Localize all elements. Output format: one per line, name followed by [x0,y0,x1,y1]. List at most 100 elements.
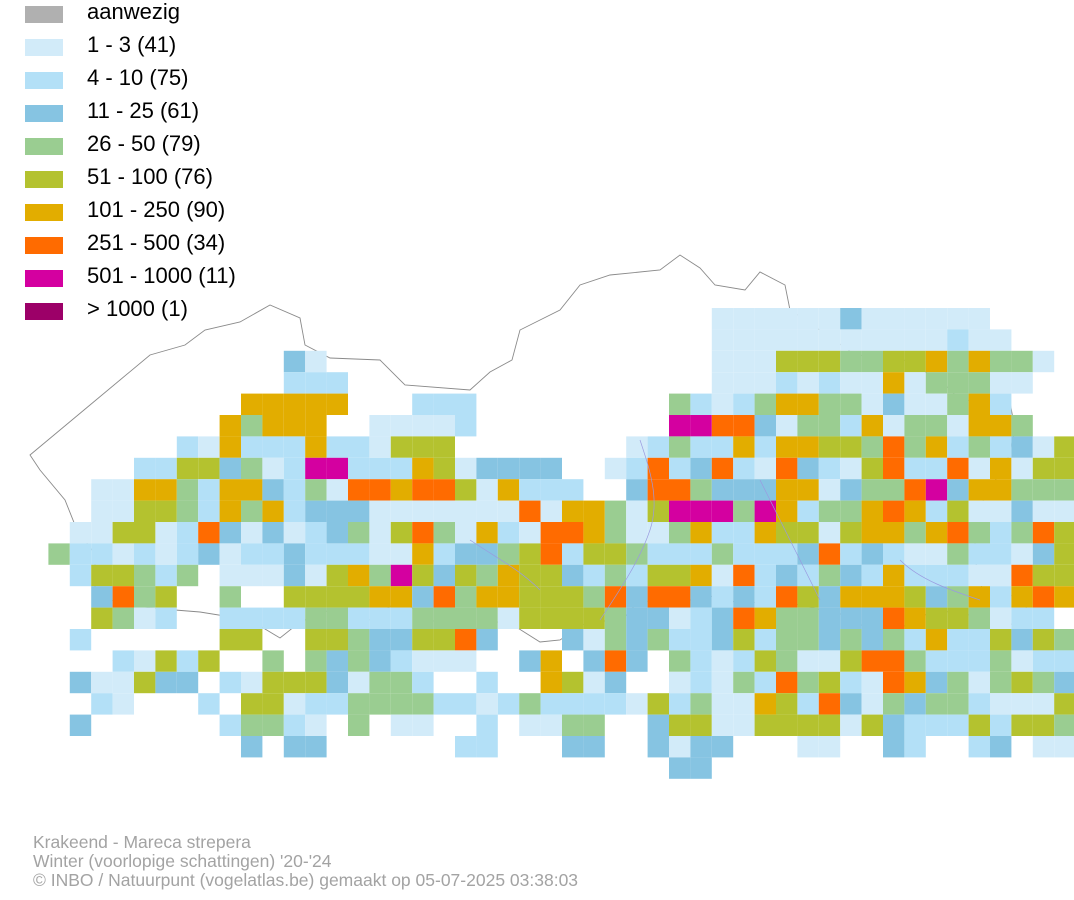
grid-cell [669,543,691,565]
grid-cell [626,564,648,587]
grid-cell [412,693,434,715]
grid-cell [283,350,306,373]
grid-cell [626,436,648,458]
grid-cell [925,714,948,736]
grid-cell [883,372,905,394]
grid-cell [219,522,241,544]
grid-cell [947,650,969,672]
grid-cell [968,479,990,501]
grid-cell [968,500,990,522]
grid-cell [176,543,199,565]
grid-cell [968,372,990,394]
grid-cell [904,522,926,544]
grid-cell [455,650,477,672]
grid-cell [497,586,520,608]
grid-cell [562,607,584,629]
grid-cell [604,522,627,544]
grid-cell [326,522,348,544]
grid-cell [283,564,306,587]
grid-cell [754,564,776,587]
grid-cell [1054,500,1074,522]
legend-label: 501 - 1000 (11) [87,263,236,288]
grid-cell [883,650,905,672]
grid-cell [690,564,712,587]
grid-cell [390,586,413,608]
grid-cell [262,564,284,587]
grid-cell [455,393,477,415]
grid-cell [904,372,926,394]
grid-cell [797,372,819,394]
grid-cell [219,436,241,458]
grid-cell [1011,564,1033,587]
legend-swatch [25,105,63,122]
grid-cell [711,350,734,373]
grid-cell [455,564,477,587]
grid-cell [241,479,263,501]
grid-cell [904,629,926,651]
grid-cell [91,522,113,544]
grid-cell [861,372,883,394]
legend-swatch [25,39,63,56]
grid-cell [883,479,905,501]
grid-cell [754,329,776,351]
grid-cell [241,607,263,629]
grid-cell [69,671,92,694]
grid-cell [112,479,134,501]
grid-cell [925,415,948,437]
grid-cell [776,350,798,373]
grid-cell [968,415,990,437]
species-title: Krakeend - Mareca strepera [33,832,251,852]
grid-cell [305,671,327,694]
grid-cell [904,500,926,522]
grid-cell [754,457,776,480]
grid-cell [326,607,348,629]
grid-cell [583,543,605,565]
grid-cell [219,500,241,522]
grid-cell [562,736,584,758]
grid-cell [861,329,883,351]
grid-cell [968,714,990,736]
grid-cell [283,736,306,758]
grid-cell [348,629,370,651]
grid-cell [861,607,883,629]
grid-cell [947,586,969,608]
grid-cell [326,671,348,694]
grid-cell [968,586,990,608]
grid-cell [925,543,948,565]
grid-cell [604,693,627,715]
grid-cell [669,393,691,415]
grid-cell [433,543,455,565]
grid-cell [540,671,562,694]
grid-cell [390,629,413,651]
grid-cell [925,479,948,501]
grid-cell [925,329,948,351]
grid-cell [947,372,969,394]
grid-cell [883,564,905,587]
grid-cell [390,479,413,501]
grid-cell [134,543,156,565]
grid-cell [283,500,306,522]
grid-cell [219,607,241,629]
grid-cell [198,693,220,715]
grid-cell [797,586,819,608]
grid-cell [925,607,948,629]
grid-cell [626,522,648,544]
grid-cell [861,586,883,608]
grid-cell [497,457,520,480]
grid-cell [433,586,455,608]
grid-cell [925,564,948,587]
grid-cell [626,586,648,608]
grid-cell [883,500,905,522]
grid-cell [283,543,306,565]
grid-cell [369,586,391,608]
grid-cell [48,543,70,565]
legend-label: 101 - 250 (90) [87,197,226,222]
grid-cell [840,629,862,651]
grid-cell [562,500,584,522]
grid-cell [861,671,883,694]
grid-cell [369,693,391,715]
grid-cell [1032,479,1055,501]
grid-cell [433,629,455,651]
grid-cell [904,479,926,501]
grid-cell [1011,436,1033,458]
